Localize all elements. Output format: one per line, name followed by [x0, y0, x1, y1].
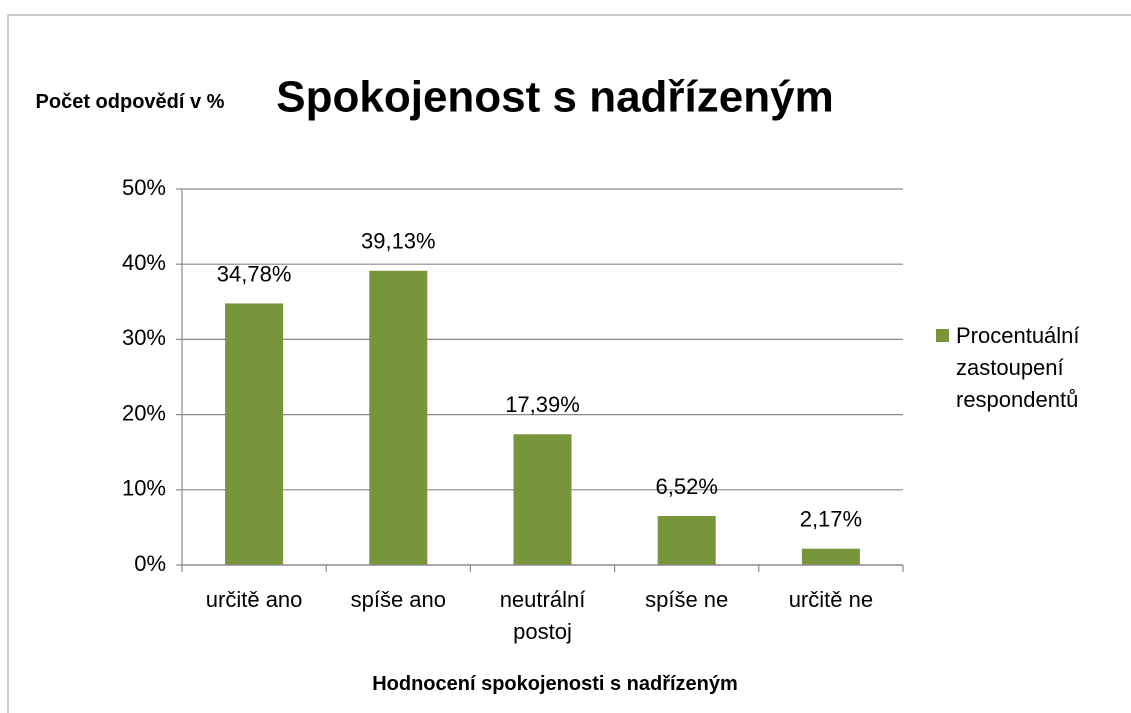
- x-tick-label: určitě ne: [788, 587, 874, 612]
- y-tick-label: 0%: [134, 551, 166, 576]
- data-label: 2,17%: [800, 506, 862, 531]
- x-tick-label: určitě ano: [205, 587, 303, 612]
- bar: [369, 270, 428, 565]
- x-axis-label: Hodnocení spokojenosti s nadřízeným: [372, 673, 738, 695]
- data-label: 34,78%: [217, 261, 292, 286]
- bar: [225, 303, 284, 565]
- y-tick-label: 40%: [122, 250, 166, 275]
- legend-swatch: [936, 329, 949, 342]
- bar: [657, 515, 716, 565]
- bar: [801, 548, 860, 565]
- chart-border: [7, 14, 1131, 713]
- y-tick-label: 10%: [122, 476, 166, 501]
- chart-title: Spokojenost s nadřízeným: [276, 73, 833, 122]
- y-axis-label: Počet odpovědí v %: [35, 91, 225, 113]
- legend-label: Procentuální zastoupení respondentů: [956, 323, 1080, 412]
- bar: [513, 434, 572, 565]
- data-label: 17,39%: [505, 392, 580, 417]
- data-label: 39,13%: [361, 229, 436, 254]
- x-tick-label: neutrální postoj: [499, 587, 586, 644]
- x-tick-label: spíše ano: [350, 587, 446, 612]
- y-tick-label: 30%: [122, 325, 166, 350]
- data-label: 6,52%: [656, 474, 718, 499]
- y-tick-label: 50%: [122, 175, 166, 200]
- x-tick-label: spíše ne: [645, 587, 729, 612]
- y-tick-label: 20%: [122, 400, 166, 425]
